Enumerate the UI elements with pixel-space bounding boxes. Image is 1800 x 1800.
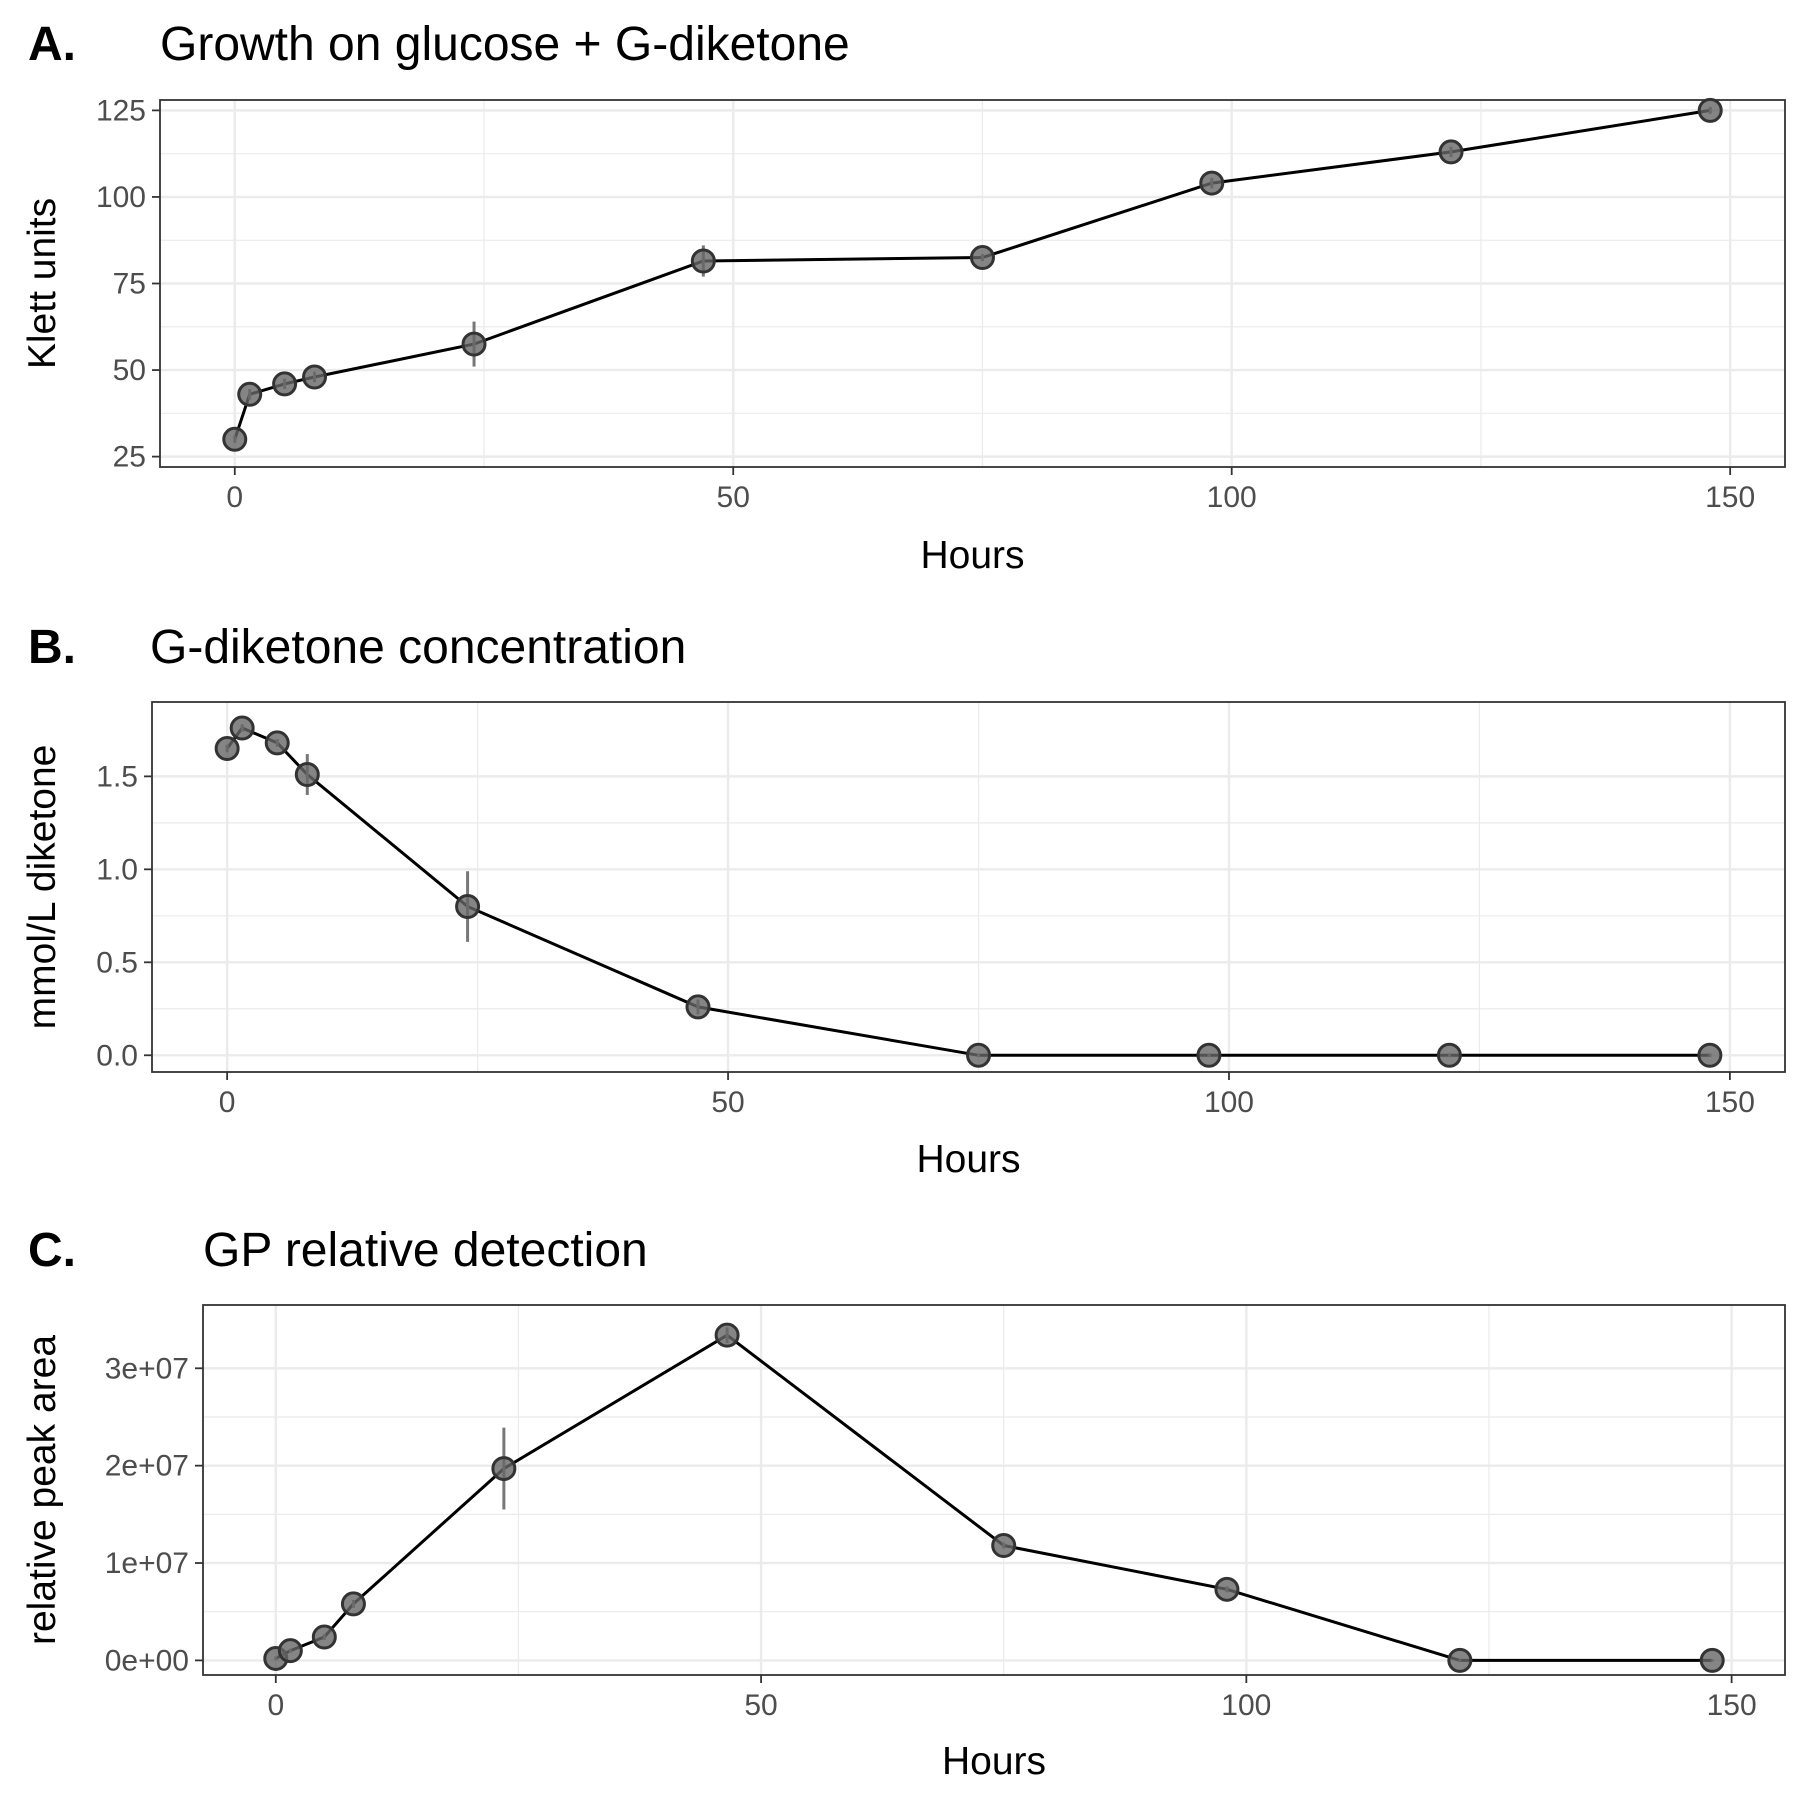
y-tick-label: 25 <box>113 441 146 474</box>
y-axis-label: Klett units <box>21 198 64 369</box>
x-axis-label: Hours <box>942 1740 1046 1783</box>
series-line <box>225 726 1710 1057</box>
y-tick-label: 0e+00 <box>105 1644 189 1677</box>
y-tick-label: 0.0 <box>96 1039 138 1072</box>
x-tick-label: 0 <box>267 1689 284 1722</box>
panel-c: C. GP relative detection 0 50 100 150 0e+00 1e+… <box>21 1224 1786 1783</box>
y-tick-label: 1e+07 <box>105 1547 189 1580</box>
data-point <box>1697 1042 1723 1068</box>
panel-letter: B. <box>28 621 76 674</box>
chart-title: G-diketone concentration <box>150 621 686 674</box>
data-point <box>1438 139 1464 165</box>
plot-frame <box>151 701 1786 1073</box>
series-line <box>233 108 1711 440</box>
y-tick-label: 1.0 <box>96 853 138 886</box>
data-point <box>1436 1042 1462 1068</box>
y-tick-label: 50 <box>113 354 146 387</box>
series-line <box>275 1333 1713 1662</box>
data-point <box>311 1624 337 1650</box>
data-point <box>237 381 263 407</box>
data-point <box>294 762 320 788</box>
x-tick-label: 150 <box>1707 1689 1757 1722</box>
data-point <box>685 994 711 1020</box>
x-tick-label: 0 <box>226 481 243 514</box>
y-tick-label: 100 <box>96 181 146 214</box>
data-point <box>714 1322 740 1348</box>
panel-b: B. G-diketone concentration 0 50 100 150 0.0 0.… <box>21 621 1786 1181</box>
data-point <box>264 730 290 756</box>
data-point <box>214 735 240 761</box>
y-tick-label: 3e+07 <box>105 1352 189 1385</box>
data-point <box>491 1456 517 1482</box>
chart-title: GP relative detection <box>203 1224 648 1277</box>
x-tick-label: 100 <box>1204 1086 1254 1119</box>
y-axis-label: relative peak area <box>21 1335 64 1645</box>
data-point <box>229 715 255 741</box>
y-tick-label: 0.5 <box>96 946 138 979</box>
data-point <box>1699 1647 1725 1673</box>
data-point <box>455 894 481 920</box>
data-point <box>222 426 248 452</box>
panel-letter: A. <box>28 18 76 71</box>
chart-title: Growth on glucose + G-diketone <box>160 18 850 71</box>
data-point <box>277 1638 303 1664</box>
data-point <box>1214 1576 1240 1602</box>
data-point <box>1196 1042 1222 1068</box>
x-tick-label: 150 <box>1705 481 1755 514</box>
x-axis-label: Hours <box>920 534 1024 577</box>
data-point <box>461 331 487 357</box>
x-tick-label: 50 <box>744 1689 777 1722</box>
y-tick-label: 75 <box>113 268 146 301</box>
x-tick-label: 100 <box>1221 1689 1271 1722</box>
data-point <box>1447 1647 1473 1673</box>
panel-letter: C. <box>28 1224 76 1277</box>
y-axis-label: mmol/L diketone <box>21 745 64 1030</box>
data-point <box>969 245 995 271</box>
x-tick-label: 0 <box>219 1086 236 1119</box>
data-point <box>966 1042 992 1068</box>
data-point <box>690 248 716 274</box>
y-tick-label: 2e+07 <box>105 1450 189 1483</box>
plot-frame <box>202 1304 1786 1676</box>
y-tick-label: 125 <box>96 94 146 127</box>
x-tick-label: 50 <box>711 1086 744 1119</box>
data-point <box>991 1533 1017 1558</box>
data-point <box>302 364 328 390</box>
data-point <box>340 1591 366 1617</box>
x-tick-label: 100 <box>1207 481 1257 514</box>
x-tick-label: 150 <box>1705 1086 1755 1119</box>
x-tick-label: 50 <box>717 481 750 514</box>
data-point <box>1697 97 1723 123</box>
panel-a: A. Growth on glucose + G-diketone 0 50 100 15… <box>21 18 1786 577</box>
x-axis-label: Hours <box>916 1138 1020 1181</box>
data-point <box>1199 170 1225 196</box>
data-point <box>272 371 298 397</box>
y-tick-label: 1.5 <box>96 760 138 793</box>
